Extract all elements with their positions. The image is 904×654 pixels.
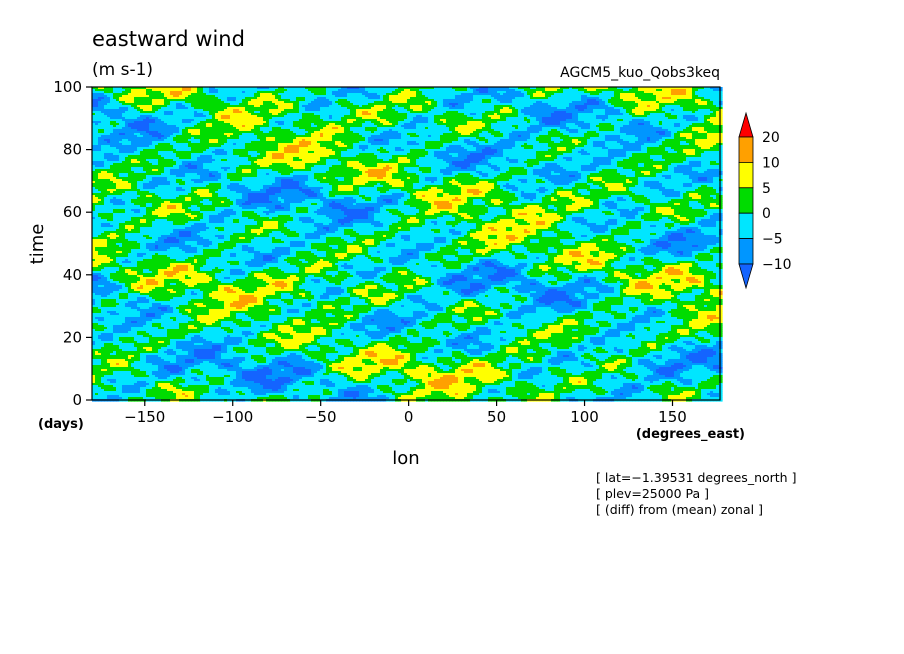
chart-title: eastward wind [92,27,245,51]
heatmap-plot-area [92,87,723,402]
heatmap-cells [92,87,723,402]
chart-units: (m s-1) [92,60,153,80]
experiment-label: AGCM5_kuo_Qobs3keq [560,65,720,81]
